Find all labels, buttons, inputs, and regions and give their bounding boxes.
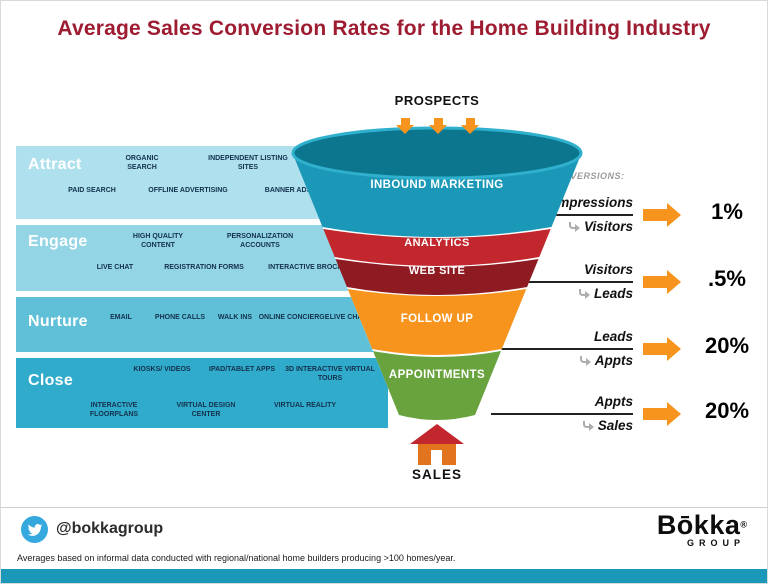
conversion-row: Appts Sales 20% <box>491 392 761 440</box>
conversion-to: Appts <box>491 353 633 368</box>
conversion-from: Visitors <box>583 262 633 277</box>
channel-item: INDEPENDENT LISTING SITES <box>208 155 288 172</box>
channel-item: ONLINE CONCIERGE <box>258 314 330 321</box>
right-arrow-icon <box>643 270 681 294</box>
down-arrow-icon <box>396 118 414 134</box>
bokka-group-logo: Bōkka® GROUP <box>657 510 747 548</box>
logo-subtext: GROUP <box>686 538 745 548</box>
channel-item: INTERACTIVE BROCHURES <box>268 264 362 271</box>
conversion-from: Appts <box>594 394 633 409</box>
twitter-bird-icon <box>27 523 42 536</box>
channel-item: 3D INTERACTIVE VIRTUAL TOURS <box>285 366 375 383</box>
conversion-to-label: Visitors <box>583 219 633 234</box>
bottom-accent-bar <box>1 569 767 583</box>
twitter-handle[interactable]: @bokkagroup <box>56 520 164 537</box>
conversion-rate: 20% <box>704 333 750 358</box>
conversion-rate: 1% <box>711 199 743 224</box>
funnel-stage-appointments <box>373 351 501 420</box>
conversion-from: Impressions <box>553 195 633 210</box>
stage-label-close: Close <box>28 372 74 389</box>
house-icon <box>410 424 464 465</box>
prospects-arrows <box>396 118 480 134</box>
conversion-row: Leads Appts 20% <box>491 327 761 375</box>
channel-item: OFFLINE ADVERTISING <box>148 187 228 194</box>
channel-item: EMAIL <box>110 314 132 321</box>
conversion-to-label: Leads <box>593 286 633 301</box>
funnel-stage-label: APPOINTMENTS <box>388 369 486 381</box>
channel-item: VIRTUAL REALITY <box>273 402 337 409</box>
funnel-stage-web-site <box>335 259 539 295</box>
divider-line <box>491 348 633 350</box>
conversions-header: CONVERSIONS: <box>549 171 625 181</box>
channel-item: LIVE CHAT <box>329 314 367 321</box>
divider-line <box>491 214 633 216</box>
stage-label-engage: Engage <box>28 233 88 250</box>
funnel-stage-label: INBOUND MARKETING <box>370 179 504 191</box>
down-arrow-icon <box>461 118 479 134</box>
registered-mark: ® <box>740 519 747 530</box>
twitter-icon[interactable] <box>21 516 48 543</box>
channel-item: VIRTUAL DESIGN CENTER <box>176 402 236 419</box>
funnel <box>291 126 583 420</box>
channel-item: BANNER ADS <box>264 187 312 194</box>
conversion-to: Leads <box>491 286 633 301</box>
channel-item: KIOSKS/ VIDEOS <box>133 366 191 373</box>
conversion-rate: 20% <box>704 398 750 423</box>
stage-label-nurture: Nurture <box>28 313 88 330</box>
footer-divider <box>1 507 767 508</box>
right-arrow-icon <box>643 203 681 227</box>
conversion-to-label: Appts <box>594 353 633 368</box>
conversion-row: Impressions Visitors 1% <box>491 193 761 241</box>
prospects-label: PROSPECTS <box>394 93 480 108</box>
channel-item: HIGH QUALITY CONTENT <box>132 233 184 250</box>
stage-row-close: Close KIOSKS/ VIDEOS IPAD/TABLET APPS 3D… <box>16 358 388 428</box>
flow-arrow-icon <box>582 421 594 431</box>
divider-line <box>491 281 633 283</box>
channel-item: IPAD/TABLET APPS <box>209 366 275 373</box>
conversion-to: Sales <box>491 418 633 433</box>
flow-arrow-icon <box>568 222 580 232</box>
channel-item: PERSONALIZATION ACCOUNTS <box>226 233 294 250</box>
stage-label-attract: Attract <box>28 156 82 173</box>
flow-arrow-icon <box>579 356 591 366</box>
channel-item: PAID SEARCH <box>68 187 116 194</box>
right-arrow-icon <box>643 402 681 426</box>
logo-wordmark: Bōkka <box>656 510 741 540</box>
funnel-stage-label: WEB SITE <box>408 265 466 277</box>
conversion-row: Visitors Leads .5% <box>491 260 761 308</box>
page-title: Average Sales Conversion Rates for the H… <box>57 17 711 40</box>
conversion-rate: .5% <box>708 266 746 291</box>
funnel-stage-label: ANALYTICS <box>404 237 470 249</box>
channel-item: ORGANIC SEARCH <box>125 155 159 172</box>
sales-label: SALES <box>411 467 462 482</box>
divider-line <box>491 413 633 415</box>
disclaimer-text: Averages based on informal data conducte… <box>17 553 456 563</box>
channel-item: PHONE CALLS <box>154 314 206 321</box>
down-arrow-icon <box>428 118 447 134</box>
right-arrow-icon <box>643 337 681 361</box>
channel-item: WALK INS <box>217 314 253 321</box>
funnel-stage-label: FOLLOW UP <box>400 313 474 325</box>
funnel-mouth <box>291 126 583 180</box>
channel-item: INTERACTIVE FLOORPLANS <box>89 402 139 419</box>
funnel-stage-follow-up <box>347 289 527 355</box>
stage-row-nurture: Nurture EMAIL PHONE CALLS WALK INS ONLIN… <box>16 297 384 352</box>
conversion-from: Leads <box>593 329 633 344</box>
flow-arrow-icon <box>578 289 590 299</box>
channel-item: REGISTRATION FORMS <box>164 264 244 271</box>
channel-item: LIVE CHAT <box>96 264 134 271</box>
funnel-stage-analytics <box>323 229 551 266</box>
stage-row-engage: Engage HIGH QUALITY CONTENT PERSONALIZAT… <box>16 225 378 291</box>
conversion-to-label: Sales <box>597 418 633 433</box>
conversion-to: Visitors <box>491 219 633 234</box>
